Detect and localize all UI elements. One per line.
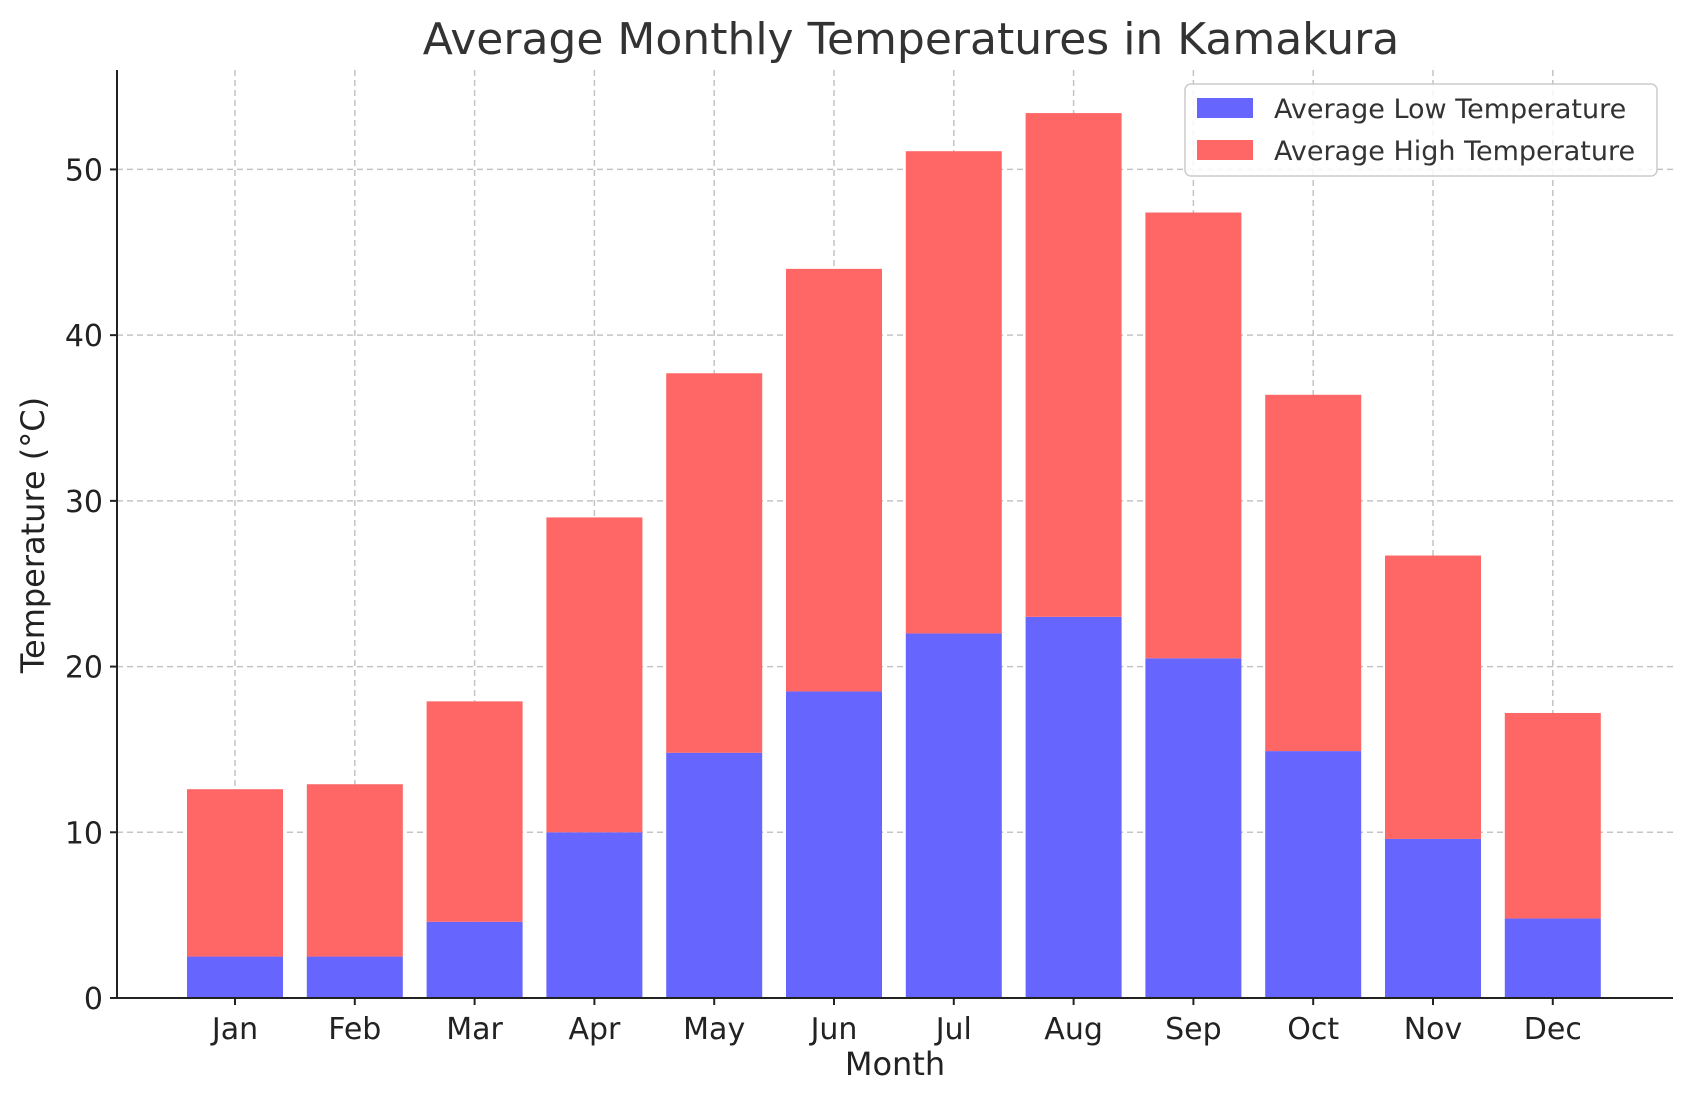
bar-low-apr [546, 832, 643, 998]
bar-high-feb [306, 784, 403, 957]
x-axis-label: Month [845, 1045, 945, 1083]
bar-high-aug [1025, 113, 1122, 617]
legend-swatch-low [1197, 98, 1253, 118]
legend-label-high: Average High Temperature [1274, 136, 1635, 167]
bar-low-jan [187, 956, 283, 998]
bar-low-jun [786, 691, 882, 998]
bar-high-may [666, 373, 763, 753]
legend-box [1184, 83, 1658, 177]
bar-low-nov [1385, 838, 1481, 998]
x-tick-label-jan: Jan [210, 1012, 258, 1047]
y-axis-label: Temperature (°C) [14, 397, 52, 674]
bar-high-nov [1385, 555, 1481, 839]
x-tick-label-mar: Mar [446, 1012, 503, 1047]
legend-label-low: Average Low Temperature [1274, 94, 1626, 125]
bar-low-sep [1145, 658, 1242, 998]
bar-high-sep [1145, 212, 1242, 659]
y-tick-label: 30 [65, 485, 103, 520]
legend: Average Low Temperature Average High Tem… [1184, 83, 1658, 177]
bar-high-jan [187, 789, 283, 957]
bar-low-feb [306, 956, 403, 998]
y-tick-label: 40 [65, 319, 103, 354]
bar-low-aug [1025, 616, 1122, 998]
y-tick-label: 20 [65, 651, 103, 686]
x-tick-label-oct: Oct [1287, 1012, 1339, 1047]
y-tick-label: 0 [84, 982, 103, 1017]
bar-high-dec [1504, 712, 1601, 919]
bar-low-may [666, 752, 763, 998]
bar-low-jul [905, 633, 1002, 998]
bar-low-dec [1504, 918, 1601, 998]
x-tick-label-aug: Aug [1044, 1012, 1103, 1047]
bar-high-oct [1265, 394, 1362, 752]
y-tick-label: 50 [65, 153, 103, 188]
x-tick-label-may: May [683, 1012, 745, 1047]
bar-low-oct [1265, 751, 1362, 998]
bar-high-jul [905, 151, 1002, 634]
bar-high-mar [426, 701, 523, 922]
x-tick-label-jul: Jul [934, 1012, 972, 1047]
y-tick-label: 10 [65, 816, 103, 851]
x-tick-label-jun: Jun [809, 1012, 858, 1047]
axes [116, 70, 1673, 999]
x-tick-label-sep: Sep [1165, 1012, 1222, 1047]
chart-title: Average Monthly Temperatures in Kamakura [423, 14, 1400, 65]
bars [187, 113, 1601, 998]
legend-swatch-high [1197, 140, 1253, 160]
bar-high-jun [786, 268, 882, 692]
bar-high-apr [546, 517, 643, 833]
bar-low-mar [426, 921, 523, 998]
x-tick-label-dec: Dec [1524, 1012, 1582, 1047]
y-tick-labels: 0 10 20 30 40 50 [65, 153, 117, 1017]
x-tick-label-apr: Apr [568, 1012, 621, 1047]
x-tick-label-feb: Feb [328, 1012, 381, 1047]
x-tick-labels: Jan Feb Mar Apr May Jun Jul Aug Sep Oct Nov Dec [210, 998, 1582, 1047]
x-tick-label-nov: Nov [1404, 1012, 1463, 1047]
